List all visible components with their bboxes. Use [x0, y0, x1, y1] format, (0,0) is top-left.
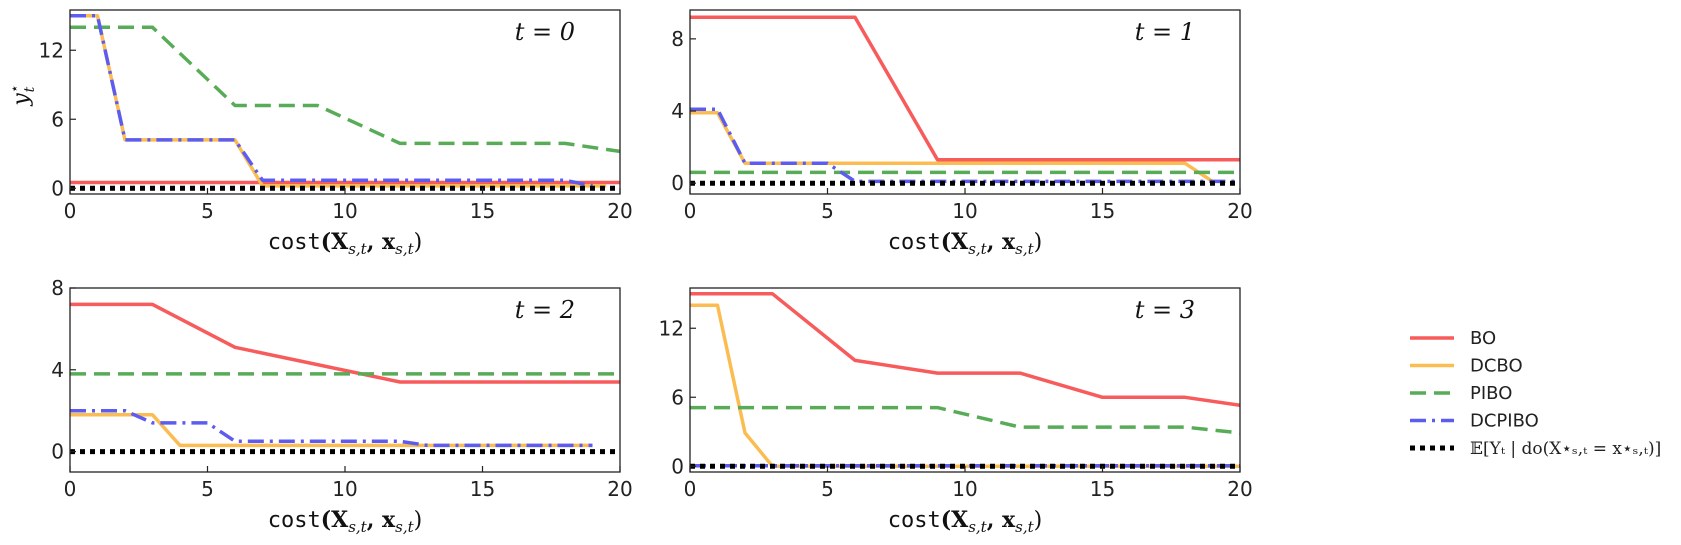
y-tick-label: 0 [51, 176, 64, 200]
x-tick-label: 15 [470, 477, 495, 501]
y-tick-label: 0 [671, 171, 684, 195]
x-axis-label: cost(Xs,t, xs,t) [268, 507, 423, 536]
x-tick-label: 10 [952, 477, 977, 501]
x-tick-label: 15 [470, 199, 495, 223]
x-tick-label: 0 [684, 199, 697, 223]
chart-panel-2: 0 5 10 15 20 0 4 8 t = 2 cost(Xs,t, xs,t) [51, 276, 632, 536]
x-tick-label: 5 [201, 199, 214, 223]
series-lines [690, 15, 1240, 186]
series-line-dcbo [70, 413, 593, 448]
series-lines [690, 292, 1240, 469]
x-axis-label: cost(Xs,t, xs,t) [888, 229, 1043, 258]
x-tick-label: 10 [332, 199, 357, 223]
y-tick-label: 0 [671, 454, 684, 478]
x-tick-label: 20 [1227, 199, 1252, 223]
legend-label: PIBO [1470, 383, 1512, 404]
legend-label: BO [1470, 328, 1496, 349]
x-tick-label: 20 [607, 477, 632, 501]
chart-panels: 0 5 10 15 20 0 6 12 t = 0 cost(Xs,t, xs,t) y⋆t 0 5 10… [7, 9, 1253, 536]
x-tick-label: 15 [1090, 477, 1115, 501]
legend-item: DCPIBO [1410, 411, 1539, 432]
legend-item: BO [1410, 328, 1496, 349]
x-tick-label: 5 [821, 477, 834, 501]
legend: BO DCBO PIBO DCPIBO 𝔼[Yₜ | do(X⋆ₛ,ₜ = x⋆ₛ,ₜ)… [1410, 328, 1661, 459]
legend-item: 𝔼[Yₜ | do(X⋆ₛ,ₜ = x⋆ₛ,ₜ)] [1410, 439, 1661, 459]
x-tick-label: 10 [332, 477, 357, 501]
series-line-dcpibo [690, 107, 1240, 184]
series-line-bo [70, 302, 620, 384]
series-line-bo [690, 292, 1240, 408]
chart-panel-3: 0 5 10 15 20 0 6 12 t = 3 cost(Xs,t, xs,t) [659, 287, 1253, 536]
legend-label: DCPIBO [1470, 411, 1539, 432]
y-tick-label: 0 [51, 440, 64, 464]
y-tick-label: 12 [659, 316, 684, 340]
x-tick-label: 0 [64, 477, 77, 501]
series-line-dcbo [690, 303, 1240, 469]
x-axis-label: cost(Xs,t, xs,t) [268, 229, 423, 258]
legend-label: 𝔼[Yₜ | do(X⋆ₛ,ₜ = x⋆ₛ,ₜ)] [1470, 439, 1661, 459]
panel-title: t = 1 [1135, 18, 1195, 46]
legend-item: PIBO [1410, 383, 1512, 404]
y-tick-label: 8 [671, 27, 684, 51]
x-tick-label: 20 [607, 199, 632, 223]
chart-panel-1: 0 5 10 15 20 0 4 8 t = 1 cost(Xs,t, xs,t) [671, 9, 1253, 258]
series-line-bo [690, 15, 1240, 162]
series-line-pibo [70, 25, 620, 154]
series-line-dcpibo [70, 408, 593, 448]
series-line-pibo [690, 405, 1240, 435]
series-lines [70, 302, 620, 455]
y-axis-label: y⋆t [7, 84, 38, 106]
y-tick-label: 6 [51, 107, 64, 131]
y-tick-label: 4 [671, 99, 684, 123]
y-tick-label: 12 [39, 38, 64, 62]
x-axis-label: cost(Xs,t, xs,t) [888, 507, 1043, 536]
y-tick-label: 8 [51, 276, 64, 300]
x-tick-label: 10 [952, 199, 977, 223]
y-tick-label: 4 [51, 358, 64, 382]
legend-label: DCBO [1470, 356, 1523, 377]
x-tick-label: 15 [1090, 199, 1115, 223]
panel-title: t = 2 [515, 296, 575, 324]
legend-item: DCBO [1410, 356, 1523, 377]
x-tick-label: 5 [201, 477, 214, 501]
y-tick-label: 6 [671, 385, 684, 409]
series-line-dcbo [690, 111, 1214, 183]
chart-panel-0: 0 5 10 15 20 0 6 12 t = 0 cost(Xs,t, xs,t) y⋆t [7, 9, 633, 258]
x-tick-label: 0 [64, 199, 77, 223]
x-tick-label: 20 [1227, 477, 1252, 501]
x-tick-label: 0 [684, 477, 697, 501]
panel-title: t = 3 [1135, 296, 1195, 324]
x-tick-label: 5 [821, 199, 834, 223]
panel-title: t = 0 [515, 18, 575, 46]
